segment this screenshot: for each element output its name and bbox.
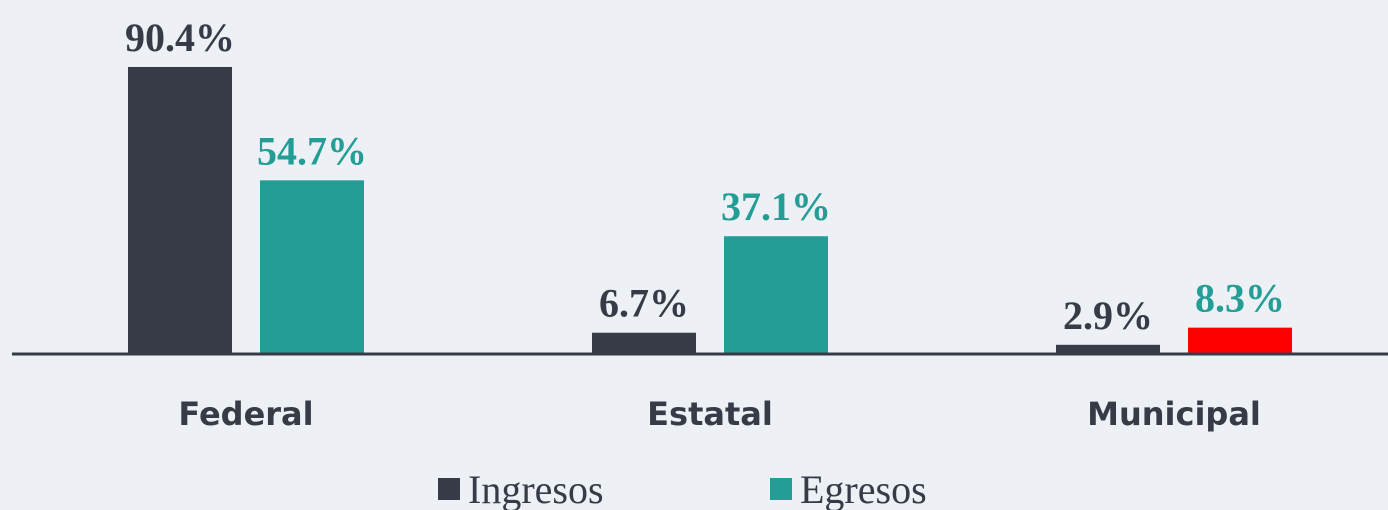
legend-label: Ingresos — [468, 467, 604, 510]
legend-swatch — [438, 478, 460, 500]
bar — [1188, 327, 1292, 354]
bar — [1056, 344, 1160, 354]
value-label: 2.9% — [1063, 293, 1153, 338]
x-tick-label: Estatal — [647, 395, 773, 433]
value-label: 37.1% — [721, 184, 831, 229]
bar — [260, 180, 364, 354]
x-tick-label: Municipal — [1087, 395, 1261, 433]
value-label: 6.7% — [599, 281, 689, 326]
x-tick-label: Federal — [178, 395, 313, 433]
bar — [128, 66, 232, 354]
bar — [724, 236, 828, 354]
value-label: 90.4% — [125, 15, 235, 60]
bar — [592, 332, 696, 354]
legend-swatch — [770, 478, 792, 500]
value-label: 54.7% — [257, 128, 367, 173]
value-label: 8.3% — [1195, 276, 1285, 321]
legend-label: Egresos — [800, 467, 927, 510]
